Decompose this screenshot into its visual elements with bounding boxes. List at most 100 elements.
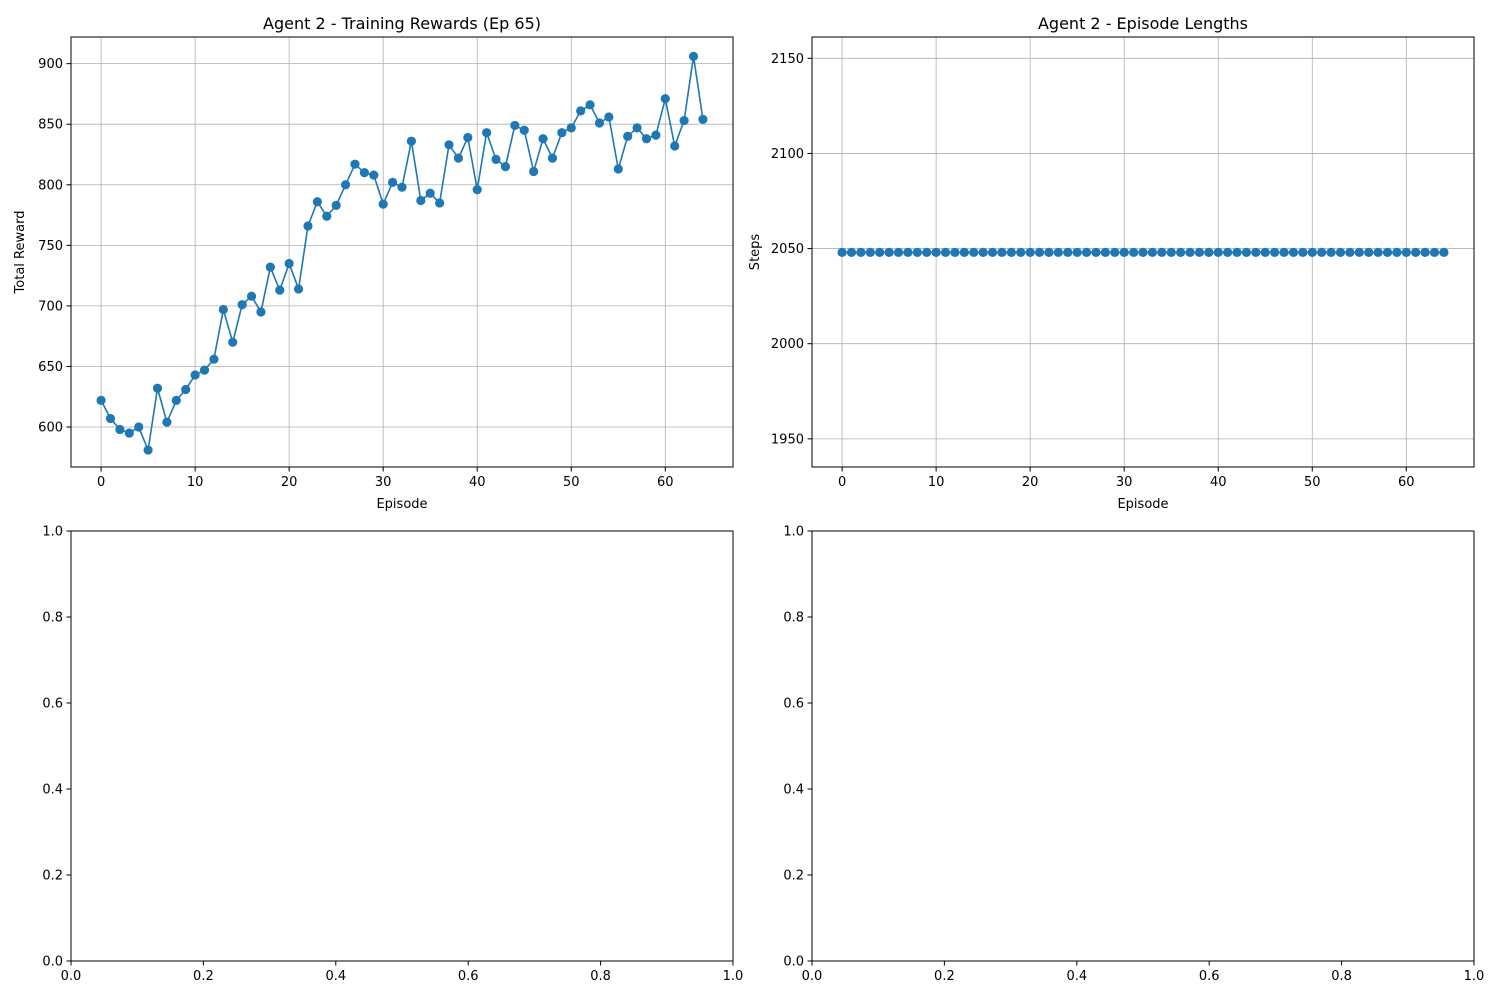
- data-point: [284, 258, 294, 269]
- x-tick-label: 0.4: [1066, 969, 1087, 984]
- data-point: [1335, 247, 1346, 257]
- data-point: [1307, 247, 1317, 257]
- data-point: [922, 247, 932, 257]
- data-point: [265, 262, 275, 272]
- data-point: [1091, 247, 1101, 257]
- x-tick-label: 50: [563, 475, 580, 490]
- y-tick-label: 1950: [771, 432, 804, 447]
- data-point: [369, 170, 379, 180]
- data-point: [491, 154, 501, 164]
- data-point: [1110, 247, 1120, 257]
- chart-title: Agent 2 - Episode Lengths: [1038, 14, 1248, 33]
- data-point: [641, 134, 652, 144]
- x-tick-label: 30: [1116, 475, 1133, 490]
- data-point: [1157, 247, 1167, 257]
- data-point: [1072, 247, 1082, 257]
- data-point: [997, 247, 1007, 257]
- data-point: [303, 221, 313, 231]
- data-point: [978, 247, 988, 257]
- data-point: [679, 115, 689, 126]
- data-point: [124, 428, 134, 438]
- x-tick-label: 20: [281, 475, 298, 490]
- data-point: [1119, 247, 1129, 257]
- data-point: [500, 162, 511, 172]
- data-point: [1204, 247, 1214, 257]
- data-point: [1063, 247, 1073, 257]
- y-tick-label: 650: [38, 360, 63, 375]
- data-point: [444, 140, 454, 150]
- x-tick-label: 0.0: [61, 969, 82, 984]
- data-point: [594, 118, 605, 128]
- data-point: [228, 337, 238, 347]
- y-tick-label: 0.4: [42, 783, 63, 798]
- x-tick-label: 0.8: [590, 969, 611, 984]
- data-point: [1176, 247, 1186, 257]
- data-point: [950, 247, 960, 257]
- data-point: [585, 100, 595, 110]
- data-point: [884, 247, 894, 257]
- x-tick-label: 0.8: [1331, 969, 1352, 984]
- x-tick-label: 60: [1398, 475, 1415, 490]
- data-point: [1260, 247, 1270, 257]
- y-tick-label: 0.8: [42, 611, 63, 626]
- data-point: [1382, 247, 1393, 257]
- x-tick-label: 60: [657, 475, 674, 490]
- data-point: [865, 247, 875, 257]
- x-tick-label: 1.0: [1464, 969, 1485, 984]
- data-point: [143, 445, 153, 455]
- data-point: [1232, 247, 1242, 257]
- x-axis-label: Episode: [1117, 497, 1168, 512]
- data-point: [931, 247, 941, 257]
- data-point: [688, 51, 699, 61]
- y-tick-label: 900: [38, 57, 63, 72]
- data-point: [171, 395, 181, 405]
- data-point: [557, 128, 567, 138]
- data-point: [218, 304, 228, 315]
- data-point: [246, 291, 257, 301]
- data-point: [453, 153, 464, 163]
- data-point: [1420, 247, 1430, 257]
- data-point: [1213, 247, 1223, 257]
- data-point: [837, 247, 847, 257]
- x-tick-label: 0.6: [1199, 969, 1220, 984]
- data-point: [331, 200, 341, 210]
- empty-axes-bottom-right: 0.0 0.2 0.4 0.6 0.8 1.0 0.0 0.2 0.4 0.6 0.8 1.0: [783, 525, 1484, 985]
- y-axis-label: Steps: [748, 234, 763, 271]
- data-point: [340, 180, 351, 190]
- data-point: [670, 141, 680, 151]
- data-point: [1429, 247, 1440, 257]
- y-tick-label: 0.0: [783, 955, 804, 970]
- data-point: [651, 130, 661, 140]
- data-point: [566, 123, 576, 133]
- x-tick-label: 10: [187, 475, 204, 490]
- data-point: [1223, 247, 1233, 257]
- y-tick-label: 1.0: [42, 525, 63, 540]
- y-tick-label: 2100: [771, 147, 804, 162]
- data-point: [105, 413, 116, 424]
- x-tick-label: 0.6: [458, 969, 479, 984]
- axes-frame: [70, 530, 734, 962]
- data-point: [115, 424, 125, 435]
- y-axis-label: Total Reward: [13, 211, 28, 295]
- data-point: [576, 106, 586, 116]
- data-point: [1251, 247, 1261, 257]
- data-point: [632, 123, 642, 133]
- data-point: [1392, 247, 1402, 257]
- data-point: [875, 247, 885, 257]
- axes-frame: [811, 36, 1475, 468]
- data-point: [387, 177, 398, 187]
- data-point: [1373, 247, 1383, 257]
- y-tick-label: 0.6: [783, 697, 804, 712]
- x-tick-label: 1.0: [723, 969, 744, 984]
- data-point: [856, 247, 866, 257]
- x-tick-label: 0.4: [325, 969, 346, 984]
- data-point: [134, 422, 144, 432]
- data-point: [1288, 247, 1299, 257]
- data-point: [181, 384, 191, 395]
- data-point: [152, 383, 163, 393]
- y-tick-label: 0.4: [783, 783, 804, 798]
- data-point: [529, 166, 539, 177]
- data-point: [1298, 247, 1308, 257]
- x-tick-label: 0: [838, 475, 846, 490]
